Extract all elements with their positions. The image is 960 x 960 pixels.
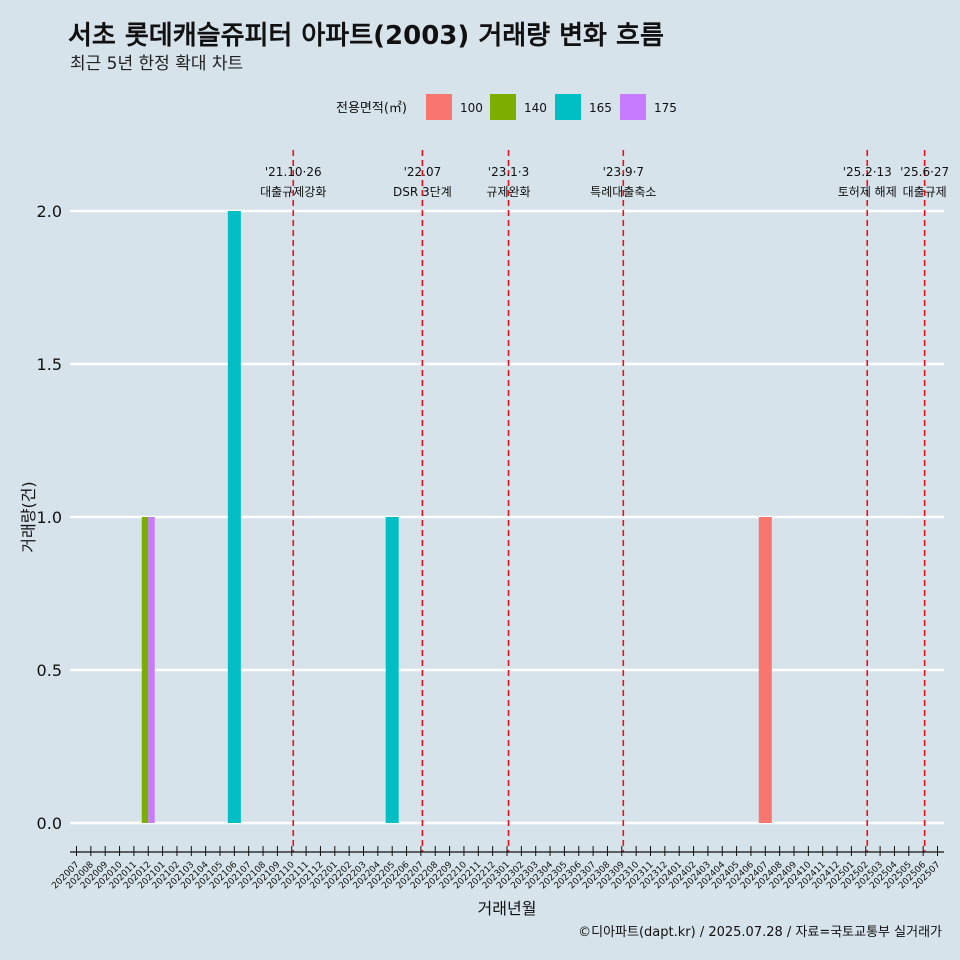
- bar-202106-165: [227, 211, 241, 823]
- bar-202012-175: [148, 517, 155, 823]
- event-markers: '21.10·26 대출규제강화 '22.07 DSR 3단계 '23.1·3 규제완화 '…: [260, 150, 949, 852]
- event-label: 대출규제: [903, 185, 947, 199]
- chart-subtitle: 최근 5년 한정 확대 차트: [70, 54, 243, 74]
- chart-title: 서초 롯데캐슬쥬피터 아파트(2003) 거래량 변화 흐름: [68, 21, 664, 51]
- event-date: '22.07: [404, 165, 442, 179]
- event-label: 대출규제강화: [260, 185, 326, 199]
- y-tick-label: 1.0: [37, 508, 62, 527]
- bar-202407-100: [758, 517, 772, 823]
- bars: [141, 211, 772, 823]
- event-label: DSR 3단계: [393, 185, 452, 199]
- y-tick-label: 1.5: [37, 355, 62, 374]
- y-tick-label: 2.0: [37, 202, 62, 221]
- y-axis-label: 거래량(건): [19, 481, 38, 552]
- legend-label-140: 140: [524, 101, 547, 115]
- event-date: '23.1·3: [488, 165, 529, 179]
- legend: 전용면적(㎡) 100 140 165 175: [336, 94, 677, 120]
- x-axis: 2020072020082020092020102020112020122021…: [50, 846, 944, 891]
- bar-202205-165: [385, 517, 399, 823]
- event-date: '23.9·7: [603, 165, 644, 179]
- legend-label-165: 165: [589, 101, 612, 115]
- legend-swatch-140: [490, 94, 516, 120]
- legend-label-175: 175: [654, 101, 677, 115]
- caption: ©디아파트(dapt.kr) / 2025.07.28 / 자료=국토교통부 실…: [578, 925, 942, 940]
- x-axis-label: 거래년월: [478, 899, 537, 918]
- event-date: '25.2·13: [843, 165, 892, 179]
- y-tick-label: 0.0: [37, 814, 62, 833]
- legend-title: 전용면적(㎡): [336, 101, 407, 116]
- event-date: '25.6·27: [900, 165, 949, 179]
- event-label: 특례대출축소: [590, 185, 656, 199]
- bar-202012-140: [141, 517, 149, 823]
- grid-lines: [70, 209, 944, 825]
- y-tick-label: 0.5: [37, 661, 62, 680]
- legend-swatch-100: [426, 94, 452, 120]
- legend-swatch-175: [620, 94, 646, 120]
- event-label: 규제완화: [486, 185, 530, 199]
- event-label: 토허제 해제: [838, 185, 897, 199]
- legend-label-100: 100: [460, 101, 483, 115]
- y-axis-ticks: 0.0 0.5 1.0 1.5 2.0: [37, 202, 62, 833]
- event-date: '21.10·26: [265, 165, 322, 179]
- legend-swatch-165: [555, 94, 581, 120]
